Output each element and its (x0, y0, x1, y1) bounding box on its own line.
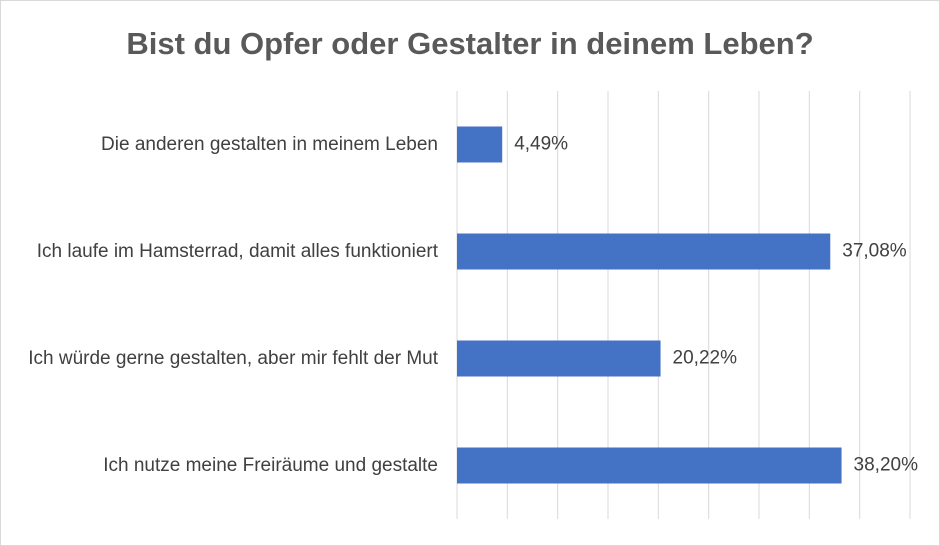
category-label: Ich nutze meine Freiräume und gestalte (103, 454, 438, 476)
bar (457, 233, 831, 270)
data-label: 37,08% (842, 241, 907, 262)
category-label: Ich würde gerne gestalten, aber mir fehl… (28, 347, 438, 369)
bar (457, 126, 503, 163)
data-label: 4,49% (514, 134, 568, 155)
bar (457, 340, 661, 377)
bar (457, 447, 842, 484)
data-label: 20,22% (673, 348, 738, 369)
category-label: Ich laufe im Hamsterrad, damit alles fun… (36, 240, 438, 262)
category-label: Die anderen gestalten in meinem Leben (101, 133, 438, 155)
chart-title: Bist du Opfer oder Gestalter in deinem L… (126, 26, 813, 61)
data-label: 38,20% (854, 455, 919, 476)
